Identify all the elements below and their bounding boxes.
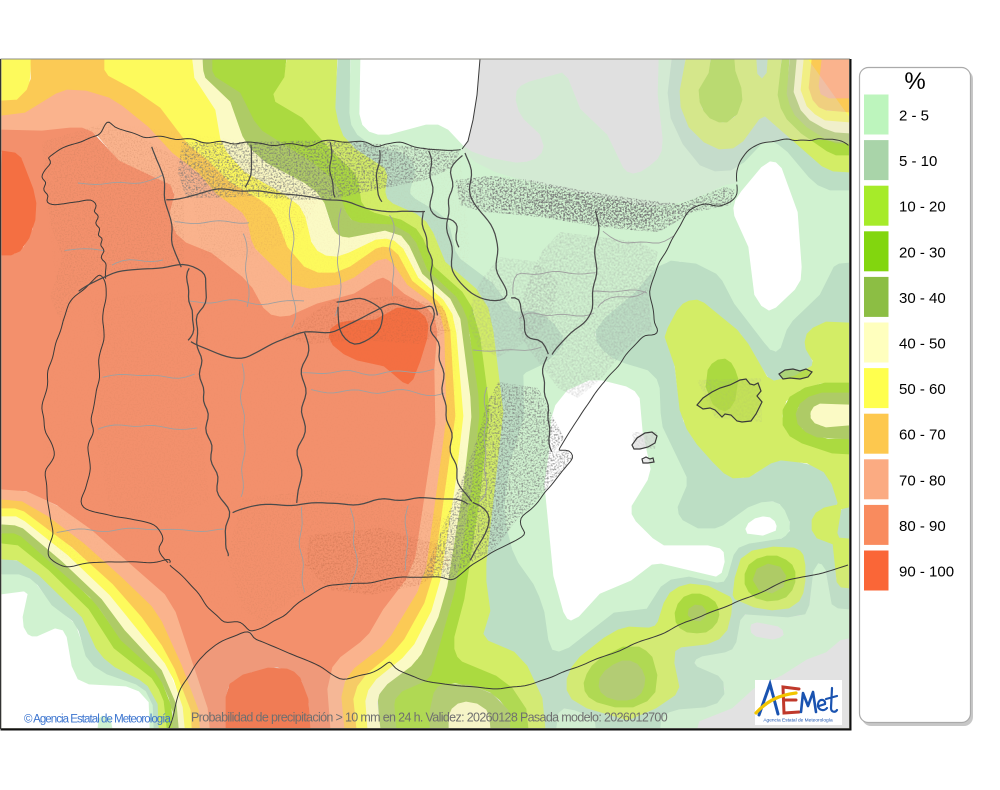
svg-text:80 - 90: 80 - 90 [899,518,946,535]
svg-text:Probabilidad de precipitación: Probabilidad de precipitación > 10 mm en… [191,711,668,725]
svg-text:20 - 30: 20 - 30 [899,244,946,261]
svg-text:30 - 40: 30 - 40 [899,290,946,307]
svg-text:Agencia Estatal de Meteorologí: Agencia Estatal de Meteorología [763,718,833,724]
svg-text:%: % [904,68,925,95]
svg-text:© Agencia Estatal de Meteorolo: © Agencia Estatal de Meteorología [24,714,171,726]
svg-text:50 - 60: 50 - 60 [899,381,946,398]
svg-text:90 - 100: 90 - 100 [899,564,954,581]
svg-text:5 - 10: 5 - 10 [899,153,937,170]
svg-text:10 - 20: 10 - 20 [899,199,946,216]
svg-text:70 - 80: 70 - 80 [899,472,946,489]
svg-text:60 - 70: 60 - 70 [899,427,946,444]
svg-text:40 - 50: 40 - 50 [899,336,946,353]
svg-text:2 - 5: 2 - 5 [899,108,929,125]
